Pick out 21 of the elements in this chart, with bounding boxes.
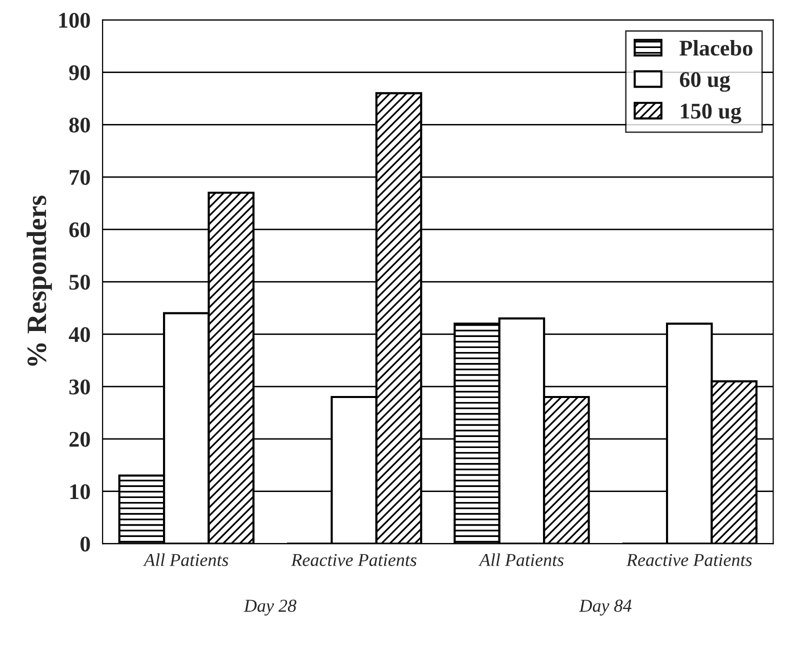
- y-tick-label: 60: [69, 222, 90, 238]
- y-tick-label: 50: [69, 274, 90, 290]
- x-tick-label: All Patients: [143, 553, 228, 566]
- y-tick-label: 40: [68, 327, 90, 342]
- y-tick-label: 80: [69, 118, 90, 133]
- x-tick-label: All Patients: [478, 553, 564, 566]
- legend-label: 150 ug: [680, 104, 742, 124]
- y-tick-label: 10: [70, 484, 90, 500]
- legend-label: Placebo: [680, 40, 752, 56]
- x-tick-label: Reactive Patients: [626, 554, 752, 566]
- y-tick-label: 0: [80, 536, 90, 552]
- legend-label: 60 ug: [680, 72, 730, 92]
- text: Day 28: [244, 600, 296, 616]
- text: Day 84: [579, 600, 632, 616]
- y-axis-title: % Responders: [26, 196, 52, 366]
- x-tick-label: Reactive Patients: [291, 554, 416, 566]
- y-tick-label: 100: [59, 12, 90, 28]
- y-tick-label: 20: [69, 432, 90, 447]
- y-tick-label: 70: [70, 170, 90, 185]
- y-tick-label: 30: [69, 379, 90, 394]
- y-tick-label: 90: [69, 65, 90, 80]
